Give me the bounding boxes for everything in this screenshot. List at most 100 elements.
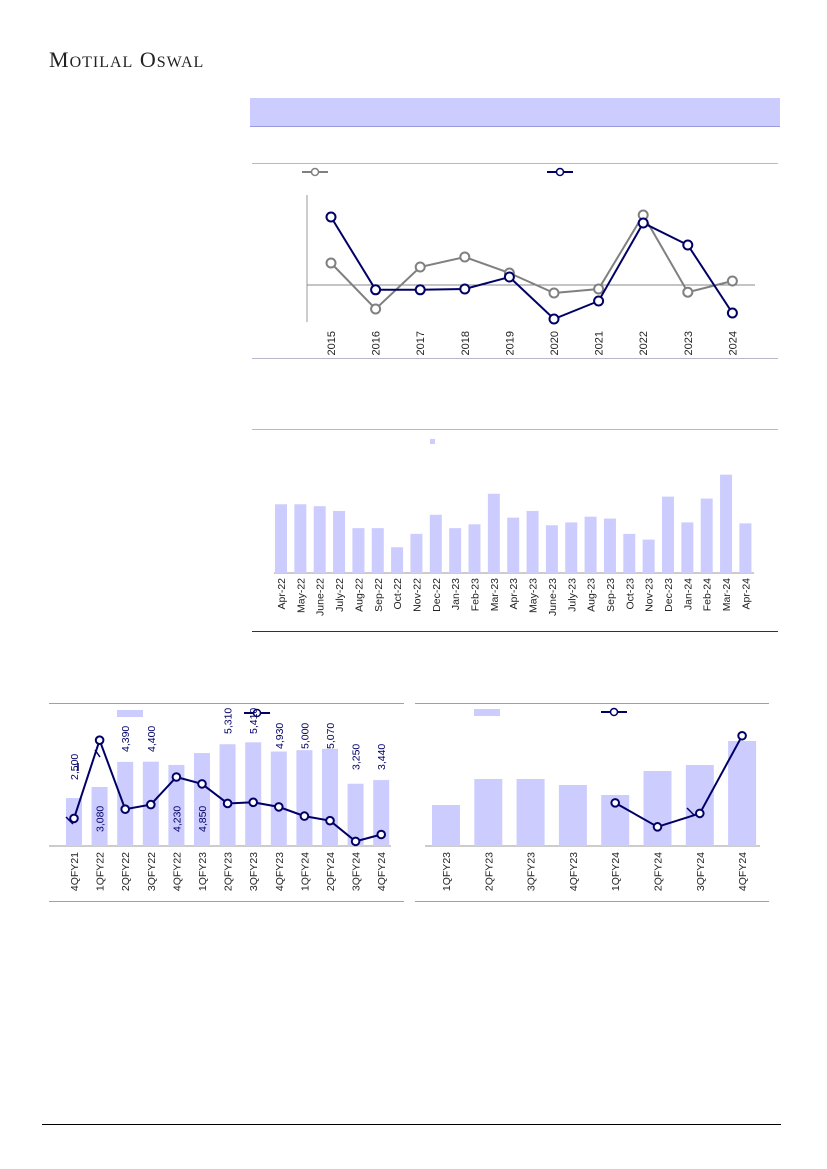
data-point (350, 836, 361, 847)
bar (410, 533, 423, 573)
x-tick-label: June-23 (547, 578, 559, 616)
chart-bottom-rule (252, 631, 778, 632)
x-tick-label: 2QFY24 (325, 852, 337, 891)
bar (603, 518, 616, 573)
bar (468, 524, 481, 573)
bar (449, 528, 462, 573)
x-tick-label: 2QFY24 (653, 852, 665, 891)
data-point (299, 811, 310, 821)
series-line (330, 213, 733, 311)
data-point (370, 303, 382, 315)
bar (333, 510, 346, 573)
data-point (171, 772, 182, 782)
data-label: 5,070 (325, 723, 337, 749)
x-tick-label: Jan-24 (682, 578, 694, 610)
quarterly-combo-chart: 2,500 3,080 4,390 4,400 4,230 4,850 5,310 5,410… (49, 708, 391, 891)
x-tick-label: Apr-23 (508, 578, 520, 610)
legend-marker (555, 167, 565, 177)
series-line (330, 216, 734, 321)
chart-top-rule (252, 429, 778, 430)
x-tick-label: 4QFY24 (737, 852, 749, 891)
x-tick-label: 2018 (460, 331, 472, 355)
x-tick-label: Dec-23 (663, 578, 675, 612)
x-tick-label: Sep-23 (605, 578, 617, 612)
data-point (325, 211, 337, 223)
series-line (614, 735, 743, 828)
bar (373, 780, 390, 846)
x-tick-label: 2024 (727, 331, 739, 355)
company-logo: MOTILAL OSWAL (49, 47, 204, 73)
bar (429, 514, 442, 573)
bar (270, 751, 287, 846)
x-tick-label: 2020 (549, 331, 561, 355)
logo-letter: M (49, 47, 70, 72)
data-point (548, 287, 560, 299)
bar (584, 516, 597, 573)
x-tick-label: 3QFY24 (695, 852, 707, 891)
x-tick-label: 2QFY23 (223, 852, 235, 891)
x-tick-label: 3QFY22 (146, 852, 158, 891)
x-tick-label: 4QFY23 (568, 852, 580, 891)
bar (516, 779, 545, 846)
data-point (222, 798, 233, 809)
data-point (726, 307, 738, 319)
bar (739, 523, 752, 573)
x-tick-label: 1QFY24 (610, 852, 622, 891)
bar (700, 498, 713, 573)
bar (545, 525, 558, 573)
chart-top-rule (252, 163, 778, 164)
data-point (682, 239, 694, 251)
data-point (69, 813, 79, 824)
data-label: 4,400 (146, 726, 158, 752)
quarterly-small-chart: 1QFY23 2QFY23 3QFY23 4QFY23 1QFY24 2QFY24 3QFY… (425, 707, 760, 891)
bar (347, 783, 364, 846)
bar (432, 805, 460, 846)
bar (720, 474, 733, 573)
data-point (370, 284, 382, 296)
logo-letter: O (139, 47, 157, 72)
footer-rule (42, 1124, 781, 1125)
data-point (376, 829, 387, 840)
data-label: 3,440 (376, 744, 388, 770)
x-tick-label: 2QFY22 (120, 852, 132, 891)
x-tick-label: 2023 (683, 331, 695, 355)
x-tick-label: Apr-24 (740, 578, 752, 610)
x-tick-label: Aug-22 (353, 578, 365, 612)
data-point (593, 295, 605, 307)
data-point (548, 313, 560, 325)
data-label: 4,390 (120, 726, 132, 752)
data-label: 5,000 (299, 723, 311, 749)
data-point (459, 251, 471, 263)
section-header-band (250, 98, 780, 127)
logo-letters: OTILAL (69, 54, 134, 71)
data-label: 4,930 (274, 723, 286, 749)
data-point (414, 261, 426, 273)
data-point (637, 217, 649, 229)
x-tick-label: 3QFY23 (526, 852, 538, 891)
x-tick-label: July-23 (566, 578, 578, 612)
data-label: 2,500 (69, 754, 81, 780)
bar (194, 753, 210, 846)
data-point (325, 815, 335, 826)
bar (507, 517, 520, 573)
data-label: 3,080 (95, 806, 107, 832)
x-tick-label: 2022 (638, 331, 650, 355)
leader-tick (65, 816, 74, 825)
x-tick-label: Aug-23 (586, 578, 598, 612)
x-tick-label: 2016 (371, 331, 383, 355)
x-tick-label: May-22 (295, 578, 307, 613)
logo-letters: SWAL (156, 54, 205, 71)
x-tick-label: May-23 (528, 578, 540, 613)
monthly-bar-chart: Apr-22 May-22 June-22 July-22 Aug-22 Sep-22 Oc… (274, 439, 754, 616)
data-label: 5,410 (248, 708, 260, 734)
data-point (146, 799, 156, 810)
data-point (274, 802, 284, 812)
bar (352, 528, 365, 573)
x-tick-label: 2019 (504, 331, 516, 355)
bar (322, 748, 338, 846)
legend-swatch (430, 439, 435, 444)
data-point (695, 808, 705, 819)
chart-top-rule (415, 703, 769, 704)
data-point (726, 275, 738, 287)
data-point (503, 271, 515, 283)
